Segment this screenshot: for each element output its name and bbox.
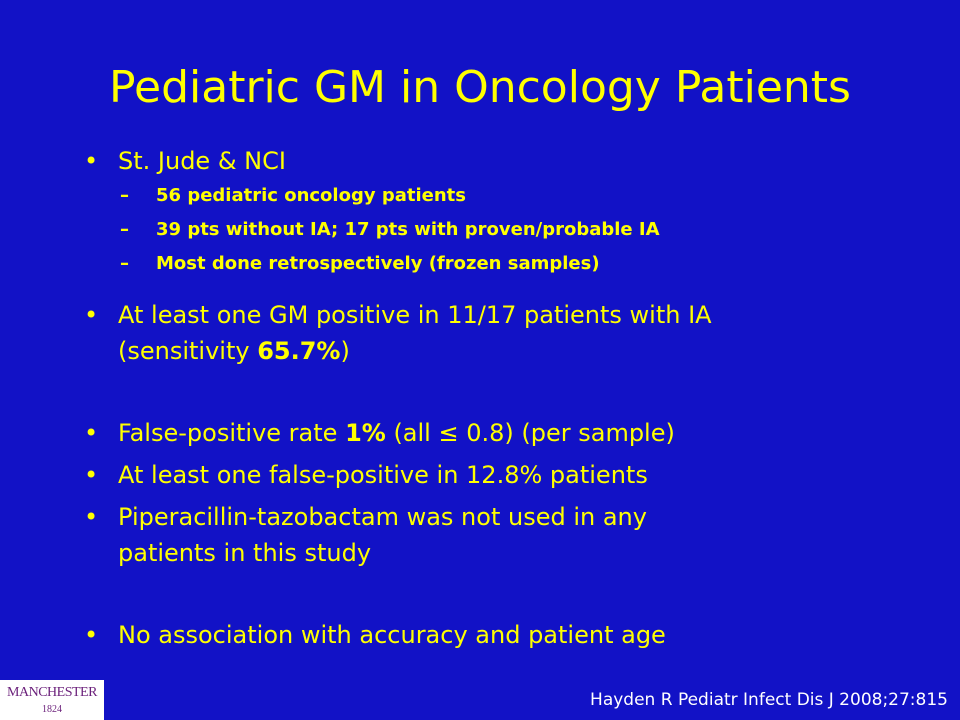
text-run: 1% — [345, 419, 386, 447]
sub-text: 39 pts without IA; 17 pts with proven/pr… — [156, 219, 660, 240]
logo-year: 1824 — [42, 704, 62, 715]
logo-name: MANCHESTER — [7, 685, 97, 700]
logo: MANCHESTER 1824 — [0, 680, 104, 720]
bullet-line: At least one GM positive in 11/17 patien… — [118, 297, 944, 333]
bullet-line: St. Jude & NCI — [118, 143, 944, 179]
bullet: • False-positive rate 1% (all ≤ 0.8) (per… — [84, 415, 944, 451]
bullet-dot: • — [84, 621, 99, 649]
bullet-dot: • — [84, 503, 99, 531]
text-run: No association with accuracy and patient… — [118, 621, 666, 649]
bullet-dot: • — [84, 419, 99, 447]
bullet: • At least one GM positive in 11/17 patie… — [84, 297, 944, 369]
bullet-line: patients in this study — [118, 535, 944, 571]
bullet-line: Piperacillin-tazobactam was not used in … — [118, 499, 944, 535]
sub-bullet: – 39 pts without IA; 17 pts with proven/p… — [120, 213, 944, 247]
text-run: At least one GM positive in 11/17 patien… — [118, 301, 712, 329]
sub-dash: – — [120, 219, 129, 240]
text-run: (all ≤ 0.8) (per sample) — [385, 419, 675, 447]
bullet-line: At least one false-positive in 12.8% pat… — [118, 457, 944, 493]
bullet-dot: • — [84, 147, 99, 175]
bullet-dot: • — [84, 461, 99, 489]
text-run: 65.7% — [257, 337, 341, 365]
text-run: False-positive rate — [118, 419, 346, 447]
sub-dash: – — [120, 185, 129, 206]
sub-text: 56 pediatric oncology patients — [156, 185, 466, 206]
bullet-line: (sensitivity 65.7%) — [118, 333, 944, 369]
bullet-line: False-positive rate 1% (all ≤ 0.8) (per … — [118, 415, 944, 451]
bullet-dot: • — [84, 301, 99, 329]
text-run: ) — [340, 337, 350, 365]
text-run: At least one false-positive in 12.8% pat… — [118, 461, 648, 489]
sub-dash: – — [120, 253, 129, 274]
bullet: • At least one false-positive in 12.8% pa… — [84, 457, 944, 493]
sub-text: Most done retrospectively (frozen sample… — [156, 253, 600, 274]
text-run: patients in this study — [118, 539, 372, 567]
bullet-line: No association with accuracy and patient… — [118, 617, 944, 653]
text-run: (sensitivity — [118, 337, 258, 365]
bullet: • Piperacillin-tazobactam was not used in… — [84, 499, 944, 571]
text-run: St. Jude & NCI — [118, 147, 286, 175]
text-run: Piperacillin-tazobactam was not used in … — [118, 503, 647, 531]
bullet: • St. Jude & NCI – 56 pediatric oncology pa… — [84, 143, 944, 281]
bullet: • No association with accuracy and patien… — [84, 617, 944, 653]
sub-bullet: – 56 pediatric oncology patients — [120, 179, 944, 213]
sub-bullet: – Most done retrospectively (frozen sampl… — [120, 247, 944, 281]
slide-title: Pediatric GM in Oncology Patients — [109, 62, 851, 113]
citation: Hayden R Pediatr Infect Dis J 2008;27:81… — [590, 690, 948, 710]
